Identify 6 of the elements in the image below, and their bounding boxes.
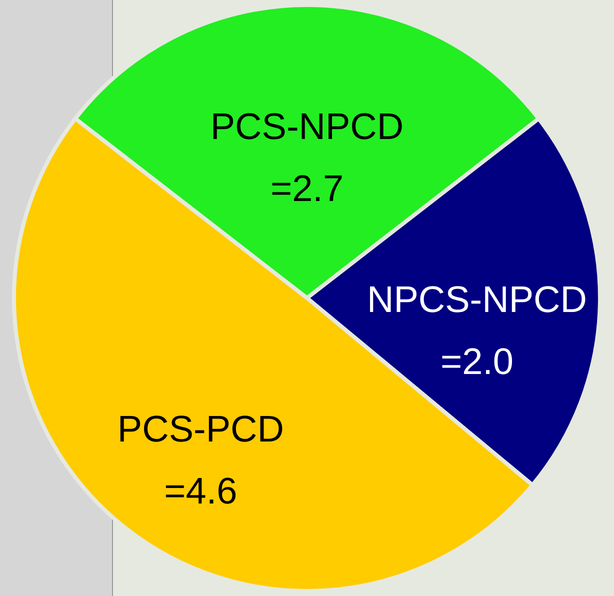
data-label: =2.7 [270,168,344,209]
slice-label: PCS-NPCD [210,106,404,147]
data-label: =2.0 [440,340,514,382]
data-label: =4.6 [164,470,238,512]
slice-label: PCS-PCD [117,408,284,450]
slice-label: NPCS-NPCD [366,278,587,320]
